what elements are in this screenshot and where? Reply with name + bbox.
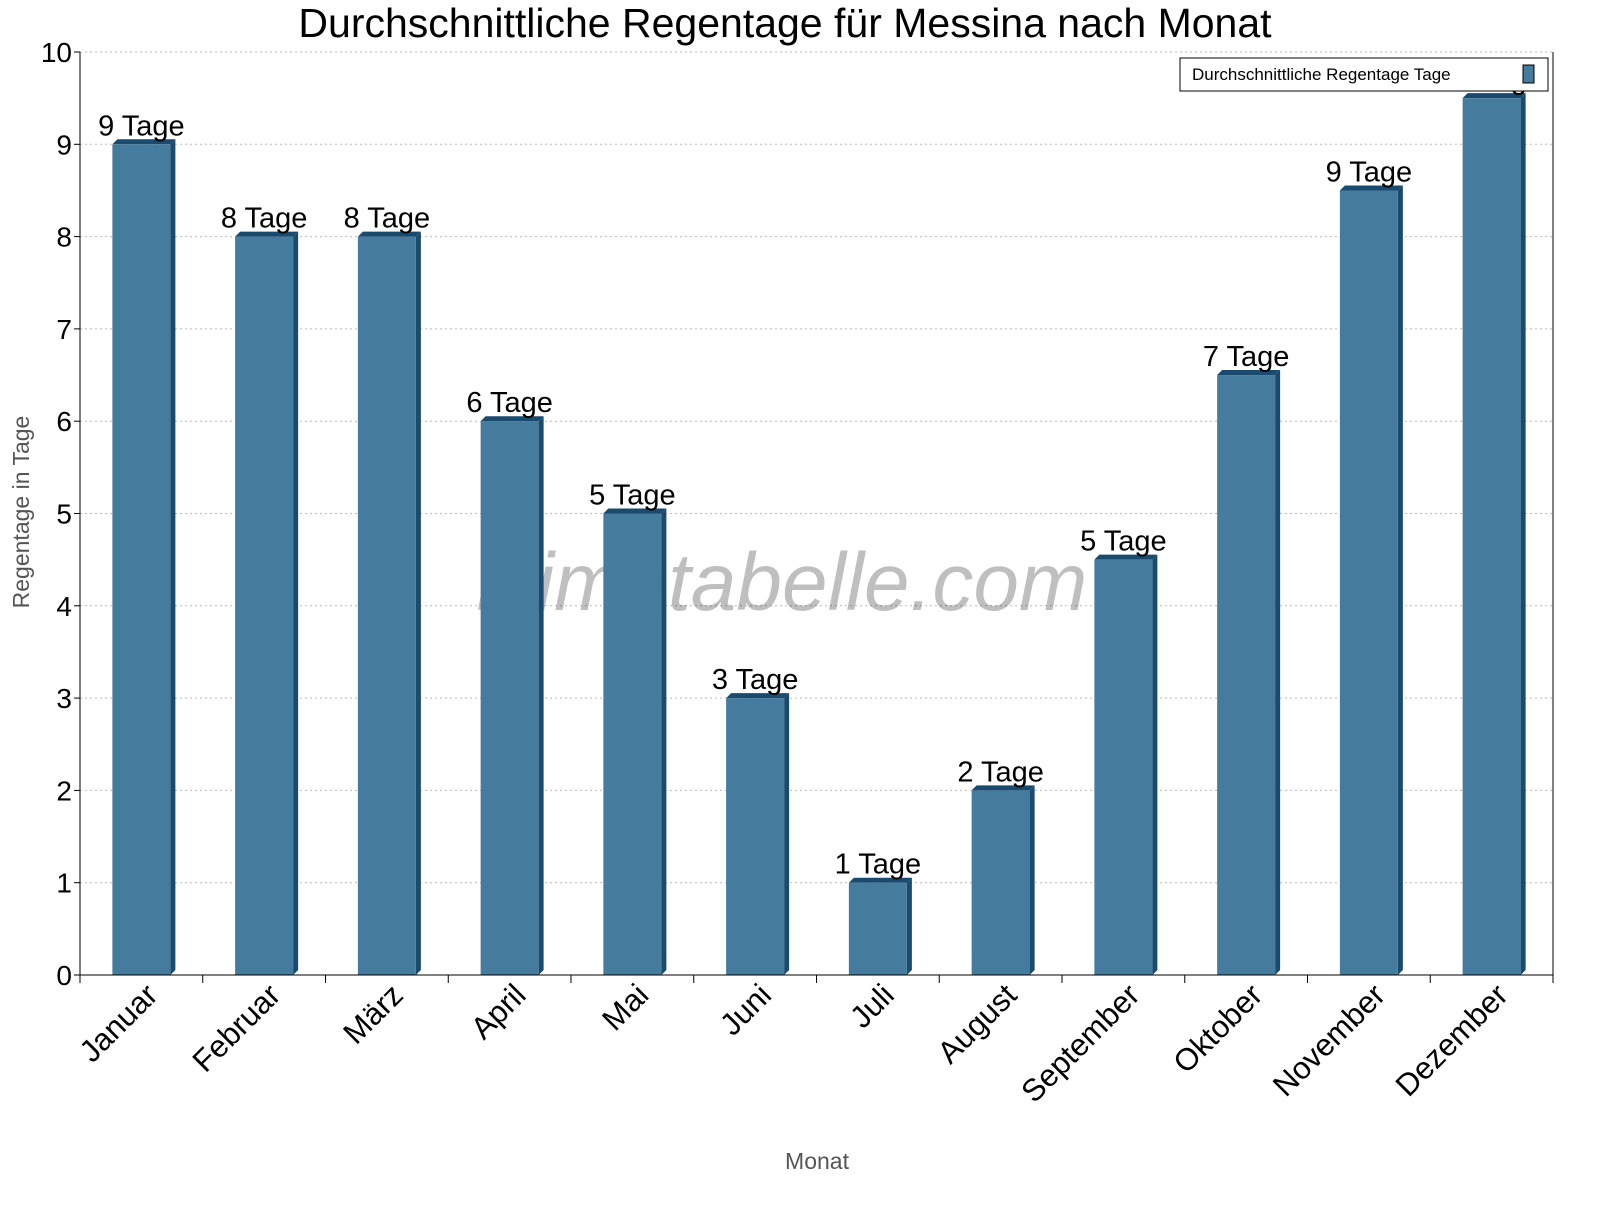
x-tick-label: November	[1266, 977, 1392, 1103]
bar-side	[538, 416, 544, 975]
bars: 9 Tage 8 Tage 8 Tage 6 Tage 5 Tage 3 Tage 1 Ta…	[98, 64, 1543, 976]
bar-side	[1152, 554, 1158, 975]
bar-top	[357, 231, 421, 237]
bar-top	[235, 231, 299, 237]
data-label: 5 Tage	[1080, 526, 1167, 558]
data-label: 3 Tage	[712, 664, 799, 696]
x-tick-label: Februar	[186, 977, 288, 1079]
x-tick-label: Juni	[713, 977, 778, 1042]
bar-group: 2 Tage	[957, 756, 1044, 975]
bar	[726, 698, 785, 975]
bar-side	[906, 877, 912, 975]
bar-side	[1520, 93, 1526, 975]
y-tick-label: 5	[56, 499, 72, 530]
bar	[1217, 375, 1276, 975]
bar-top	[726, 693, 790, 699]
x-tick-label: Juli	[843, 977, 901, 1035]
x-tick-label: März	[336, 977, 409, 1050]
data-label: 1 Tage	[835, 849, 922, 881]
x-tick-label: Dezember	[1389, 977, 1515, 1103]
bar-top	[112, 139, 176, 145]
bar-group: 7 Tage	[1203, 341, 1290, 975]
y-tick-label: 7	[56, 314, 72, 345]
x-tick-label: Januar	[73, 977, 165, 1069]
data-label: 2 Tage	[957, 756, 1044, 788]
y-tick-label: 9	[56, 129, 72, 160]
legend[interactable]: Durchschnittliche Regentage Tage	[1179, 57, 1549, 92]
bar	[1462, 98, 1521, 975]
bar-top	[848, 877, 912, 883]
y-tick-label: 8	[56, 222, 72, 253]
bar-group: 9 Tage	[1326, 156, 1413, 975]
x-tick-label: August	[931, 977, 1024, 1070]
legend-box	[1179, 57, 1549, 92]
data-label: 7 Tage	[1203, 341, 1290, 373]
bar	[112, 144, 171, 976]
bar-top	[1094, 554, 1158, 560]
bar-group: 8 Tage	[221, 203, 308, 976]
bar-top	[1339, 185, 1403, 191]
bar-top	[480, 416, 544, 422]
y-tick-label: 2	[56, 775, 72, 806]
bar-side	[170, 139, 176, 976]
bar	[848, 882, 907, 975]
bar-group: 1 Tage	[835, 849, 922, 975]
bar	[603, 513, 662, 975]
bar-group: 3 Tage	[712, 664, 799, 975]
bar-side	[415, 231, 421, 976]
grid	[80, 51, 1553, 884]
chart-title: Durchschnittliche Regentage für Messina …	[298, 0, 1272, 46]
data-label: 8 Tage	[344, 203, 431, 235]
x-tick-label: Mai	[595, 977, 655, 1037]
bar-top	[1462, 93, 1526, 99]
y-tick-label: 4	[56, 591, 72, 622]
legend-label: Durchschnittliche Regentage Tage	[1192, 65, 1451, 84]
bar-top	[603, 508, 667, 514]
bar-group: 6 Tage	[466, 387, 553, 975]
data-label: 9 Tage	[1326, 156, 1413, 188]
bar-group: 5 Tage	[589, 480, 676, 975]
bar-side	[1397, 185, 1403, 975]
x-axis-title: Monat	[785, 1148, 850, 1174]
data-label: 8 Tage	[221, 203, 308, 235]
bar-top	[1217, 370, 1281, 376]
bar-group: 5 Tage	[1080, 526, 1167, 975]
bar	[235, 236, 294, 976]
bar-side	[784, 693, 790, 975]
data-label: 6 Tage	[466, 387, 553, 419]
bar	[1339, 190, 1398, 975]
bar	[971, 790, 1030, 975]
bar-group: 9 Tage	[98, 110, 185, 976]
bar	[480, 421, 539, 975]
y-tick-label: 0	[56, 960, 72, 991]
bar	[1094, 559, 1153, 975]
y-tick-label: 6	[56, 406, 72, 437]
bar-group: 10 Tage	[1440, 64, 1543, 975]
bar-group: 8 Tage	[344, 203, 431, 976]
x-tick-label: April	[464, 977, 533, 1046]
y-tick-label: 10	[41, 37, 72, 68]
bar-side	[293, 231, 299, 976]
watermark: klimatabelle.com	[477, 537, 1088, 628]
bar	[357, 236, 416, 976]
data-label: 9 Tage	[98, 110, 185, 142]
y-axis-title: Regentage in Tage	[8, 416, 34, 609]
bar-side	[1029, 785, 1035, 975]
x-tick-label: Oktober	[1166, 977, 1269, 1080]
data-label: 5 Tage	[589, 480, 676, 512]
y-tick-label: 3	[56, 683, 72, 714]
y-tick-label: 1	[56, 868, 72, 899]
bar-side	[1275, 370, 1281, 975]
bar-top	[971, 785, 1035, 791]
x-tick-label: September	[1014, 977, 1146, 1109]
bar-side	[661, 508, 667, 975]
legend-swatch	[1522, 64, 1535, 84]
